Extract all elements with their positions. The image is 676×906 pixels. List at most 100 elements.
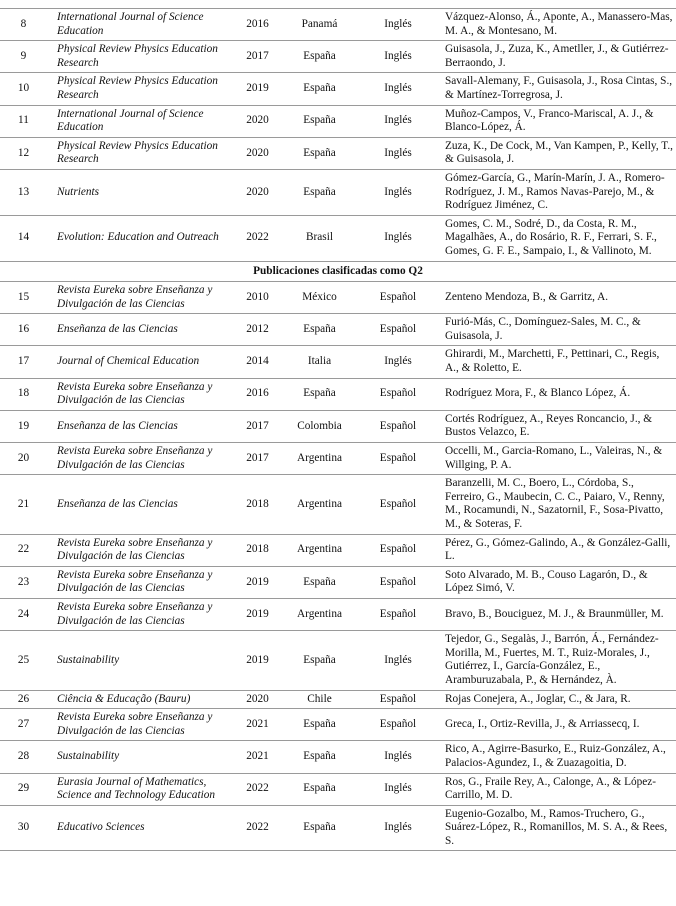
cell-num: 14 [0,214,47,261]
cell-year: 2022 [232,804,283,852]
table-row: 29 Eurasia Journal of Mathematics, Scienc… [0,772,676,806]
table-row: 19 Enseñanza de las Ciencias 2017 Colombia E… [0,409,676,443]
cell-country: Argentina [283,442,356,475]
cell-lang: Inglés [356,630,440,691]
cell-authors: Tejedor, G., Segalàs, J., Barrón, Á., Fe… [440,630,676,691]
cell-year: 2017 [232,40,283,73]
cell-lang: Inglés [356,104,440,138]
cell-year: 2017 [232,442,283,475]
cell-country: Panamá [283,7,356,41]
cell-num: 23 [0,565,47,599]
cell-journal: Educativo Sciences [47,804,232,852]
cell-num: 27 [0,708,47,741]
cell-num: 28 [0,740,47,773]
cell-journal: Physical Review Physics Education Resear… [47,72,232,106]
table-row: 23 Revista Eureka sobre Enseñanza y Divul… [0,565,676,599]
cell-authors: Greca, I., Ortiz-Revilla, J., & Arriasse… [440,708,676,741]
table-row: 14 Evolution: Education and Outreach 2022 B… [0,214,676,261]
cell-num: 15 [0,281,47,314]
cell-lang: Inglés [356,72,440,106]
cell-num: 21 [0,474,47,535]
cell-num: 11 [0,104,47,138]
table-row: 9 Physical Review Physics Education Resea… [0,40,676,73]
cell-country: Italia [283,345,356,379]
section-heading: Publicaciones clasificadas como Q2 [0,260,676,282]
cell-authors: Zuza, K., De Cock, M., Van Kampen, P., K… [440,136,676,170]
cell-year: 2020 [232,689,283,709]
cell-lang: Inglés [356,804,440,852]
table-row: 13 Nutrients 2020 España Inglés Gómez-García,… [0,168,676,216]
table-row: 28 Sustainability 2021 España Inglés Rico, A.… [0,740,676,773]
cell-authors: Muñoz-Campos, V., Franco-Mariscal, A. J.… [440,104,676,138]
cell-country: España [283,168,356,216]
cell-journal: Revista Eureka sobre Enseñanza y Divulga… [47,597,232,631]
cell-year: 2020 [232,136,283,170]
cell-authors: Rodríguez Mora, F., & Blanco López, Á. [440,377,676,411]
cell-lang: Español [356,474,440,535]
cell-journal: International Journal of Science Educati… [47,7,232,41]
cell-authors: Baranzelli, M. C., Boero, L., Córdoba, S… [440,474,676,535]
table-row: 15 Revista Eureka sobre Enseñanza y Divul… [0,281,676,314]
cell-country: España [283,804,356,852]
cell-year: 2016 [232,377,283,411]
cell-authors: Furió-Más, C., Domínguez-Sales, M. C., &… [440,313,676,346]
cell-year: 2017 [232,409,283,443]
cell-journal: International Journal of Science Educati… [47,104,232,138]
cell-journal: Revista Eureka sobre Enseñanza y Divulga… [47,377,232,411]
cell-lang: Español [356,597,440,631]
cell-lang: Español [356,689,440,709]
cell-journal: Enseñanza de las Ciencias [47,409,232,443]
cell-year: 2022 [232,214,283,261]
cell-lang: Inglés [356,345,440,379]
cell-num: 13 [0,168,47,216]
cell-country: Argentina [283,597,356,631]
cell-year: 2021 [232,740,283,773]
table-row: 10 Physical Review Physics Education Rese… [0,72,676,106]
cell-year: 2012 [232,313,283,346]
cell-num: 25 [0,630,47,691]
cell-journal: Revista Eureka sobre Enseñanza y Divulga… [47,565,232,599]
cell-num: 19 [0,409,47,443]
cell-year: 2021 [232,708,283,741]
table-wrapper: 8 International Journal of Science Educat… [0,7,676,852]
cell-country: España [283,72,356,106]
cell-lang: Inglés [356,772,440,806]
cell-authors: Ros, G., Fraile Rey, A., Calonge, A., & … [440,772,676,806]
cell-country: España [283,40,356,73]
cell-lang: Inglés [356,7,440,41]
cell-authors: Bravo, B., Bouciguez, M. J., & Braunmüll… [440,597,676,631]
cell-year: 2014 [232,345,283,379]
cell-year: 2018 [232,474,283,535]
cell-country: Argentina [283,533,356,567]
cell-lang: Inglés [356,136,440,170]
cell-journal: Physical Review Physics Education Resear… [47,40,232,73]
cell-year: 2019 [232,597,283,631]
table-row: 11 International Journal of Science Educa… [0,104,676,138]
cell-country: España [283,740,356,773]
cell-country: Colombia [283,409,356,443]
cell-num: 16 [0,313,47,346]
cell-authors: Vázquez-Alonso, Á., Aponte, A., Manasser… [440,7,676,41]
cell-country: España [283,630,356,691]
cell-authors: Soto Alvarado, M. B., Couso Lagarón, D.,… [440,565,676,599]
cell-year: 2016 [232,7,283,41]
cell-num: 24 [0,597,47,631]
cell-num: 26 [0,689,47,709]
cell-journal: Revista Eureka sobre Enseñanza y Divulga… [47,708,232,741]
table-row: 16 Enseñanza de las Ciencias 2012 España Esp… [0,313,676,346]
cell-lang: Español [356,442,440,475]
cell-lang: Español [356,281,440,314]
cell-lang: Inglés [356,214,440,261]
cell-lang: Inglés [356,740,440,773]
cell-journal: Enseñanza de las Ciencias [47,313,232,346]
cell-num: 29 [0,772,47,806]
cell-lang: Español [356,409,440,443]
table-row: 25 Sustainability 2019 España Inglés Tejedor,… [0,630,676,691]
cell-journal: Ciência & Educação (Bauru) [47,689,232,709]
table-row: 26 Ciência & Educação (Bauru) 2020 Chile Esp… [0,689,676,709]
cell-year: 2010 [232,281,283,314]
table-row: 30 Educativo Sciences 2022 España Inglés Euge… [0,804,676,852]
table-row: 27 Revista Eureka sobre Enseñanza y Divul… [0,708,676,741]
cell-authors: Zenteno Mendoza, B., & Garritz, A. [440,281,676,314]
